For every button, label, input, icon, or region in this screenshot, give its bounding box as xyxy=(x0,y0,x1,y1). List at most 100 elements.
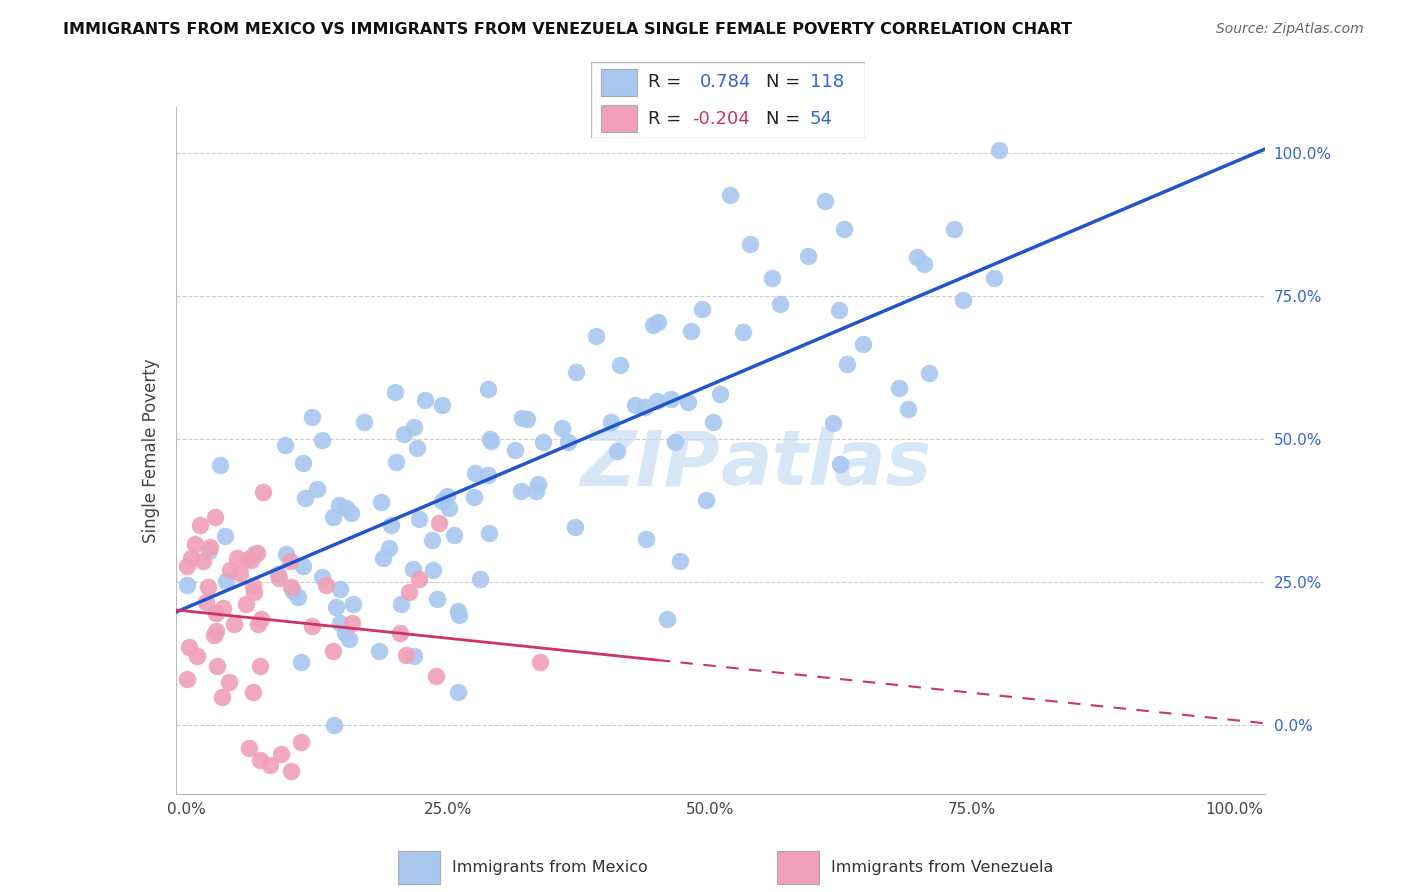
Point xyxy=(322,510,344,524)
Point xyxy=(655,612,678,626)
Point xyxy=(243,547,266,561)
Point xyxy=(218,674,240,689)
Text: R =: R = xyxy=(648,73,682,91)
Point xyxy=(912,257,935,271)
Point xyxy=(526,477,548,491)
Point xyxy=(238,741,260,756)
Point xyxy=(315,578,337,592)
Point xyxy=(329,582,352,597)
Point xyxy=(477,382,499,396)
Point xyxy=(191,554,214,568)
Point xyxy=(402,648,425,663)
Point xyxy=(335,500,357,515)
Point xyxy=(281,584,304,599)
Point xyxy=(280,580,302,594)
Point xyxy=(204,624,226,638)
Point xyxy=(219,563,242,577)
Text: 54: 54 xyxy=(810,110,832,128)
Point xyxy=(252,485,274,500)
Point xyxy=(339,506,361,520)
Point xyxy=(246,546,269,560)
Point xyxy=(329,615,352,630)
Point xyxy=(647,315,669,329)
Point xyxy=(370,495,392,509)
Point xyxy=(176,558,198,573)
Point xyxy=(215,574,238,588)
Point xyxy=(247,616,270,631)
Text: 0.784: 0.784 xyxy=(700,73,752,91)
Point xyxy=(516,412,538,426)
Point xyxy=(733,325,755,339)
Point xyxy=(305,482,328,496)
Point xyxy=(291,559,314,574)
FancyBboxPatch shape xyxy=(778,851,820,883)
Point xyxy=(177,640,200,654)
Point xyxy=(510,483,533,498)
Point xyxy=(408,512,430,526)
Point xyxy=(565,365,588,379)
Text: N =: N = xyxy=(766,110,800,128)
Point xyxy=(311,570,333,584)
Point xyxy=(266,566,288,581)
Point xyxy=(814,194,837,208)
Text: Immigrants from Venezuela: Immigrants from Venezuela xyxy=(831,860,1053,875)
Text: atlas: atlas xyxy=(721,427,932,501)
Point xyxy=(180,551,202,566)
Point xyxy=(398,584,420,599)
Point xyxy=(292,456,315,470)
Point xyxy=(186,649,208,664)
Point xyxy=(205,659,228,673)
Point xyxy=(447,685,470,699)
Point xyxy=(606,443,628,458)
Point xyxy=(389,625,412,640)
Point xyxy=(371,550,394,565)
Point xyxy=(385,455,408,469)
Point xyxy=(236,552,259,566)
Point xyxy=(294,491,316,506)
Point xyxy=(301,409,323,424)
Point xyxy=(830,457,852,471)
Point xyxy=(609,358,631,372)
FancyBboxPatch shape xyxy=(398,851,440,883)
Point xyxy=(887,381,910,395)
Point xyxy=(384,385,406,400)
Point xyxy=(301,619,323,633)
Point xyxy=(557,435,579,450)
Point xyxy=(420,533,443,548)
Point xyxy=(690,302,713,317)
Point xyxy=(437,501,460,516)
Point xyxy=(634,533,657,547)
Point xyxy=(468,573,491,587)
Point xyxy=(987,143,1010,157)
Point xyxy=(394,426,416,441)
Point xyxy=(270,747,292,761)
Point xyxy=(195,595,218,609)
Point xyxy=(659,392,682,407)
Point xyxy=(942,221,965,235)
Point xyxy=(176,578,198,592)
Point xyxy=(430,493,453,508)
Point xyxy=(479,434,502,449)
Point xyxy=(188,518,211,533)
Point xyxy=(249,753,271,767)
Point xyxy=(290,735,312,749)
Point xyxy=(645,393,668,408)
Point xyxy=(287,590,309,604)
Point xyxy=(395,648,418,662)
Point xyxy=(229,566,252,581)
Point xyxy=(211,690,233,705)
Text: Source: ZipAtlas.com: Source: ZipAtlas.com xyxy=(1216,22,1364,37)
Point xyxy=(340,615,363,630)
Point xyxy=(311,433,333,447)
Point xyxy=(342,597,364,611)
Point xyxy=(322,718,344,732)
Point xyxy=(797,249,820,263)
Point xyxy=(197,581,219,595)
Point xyxy=(267,571,290,585)
Point xyxy=(769,297,792,311)
Point xyxy=(250,612,273,626)
Point xyxy=(823,416,845,430)
Point xyxy=(740,237,762,252)
Point xyxy=(564,520,586,534)
Point xyxy=(624,398,647,412)
